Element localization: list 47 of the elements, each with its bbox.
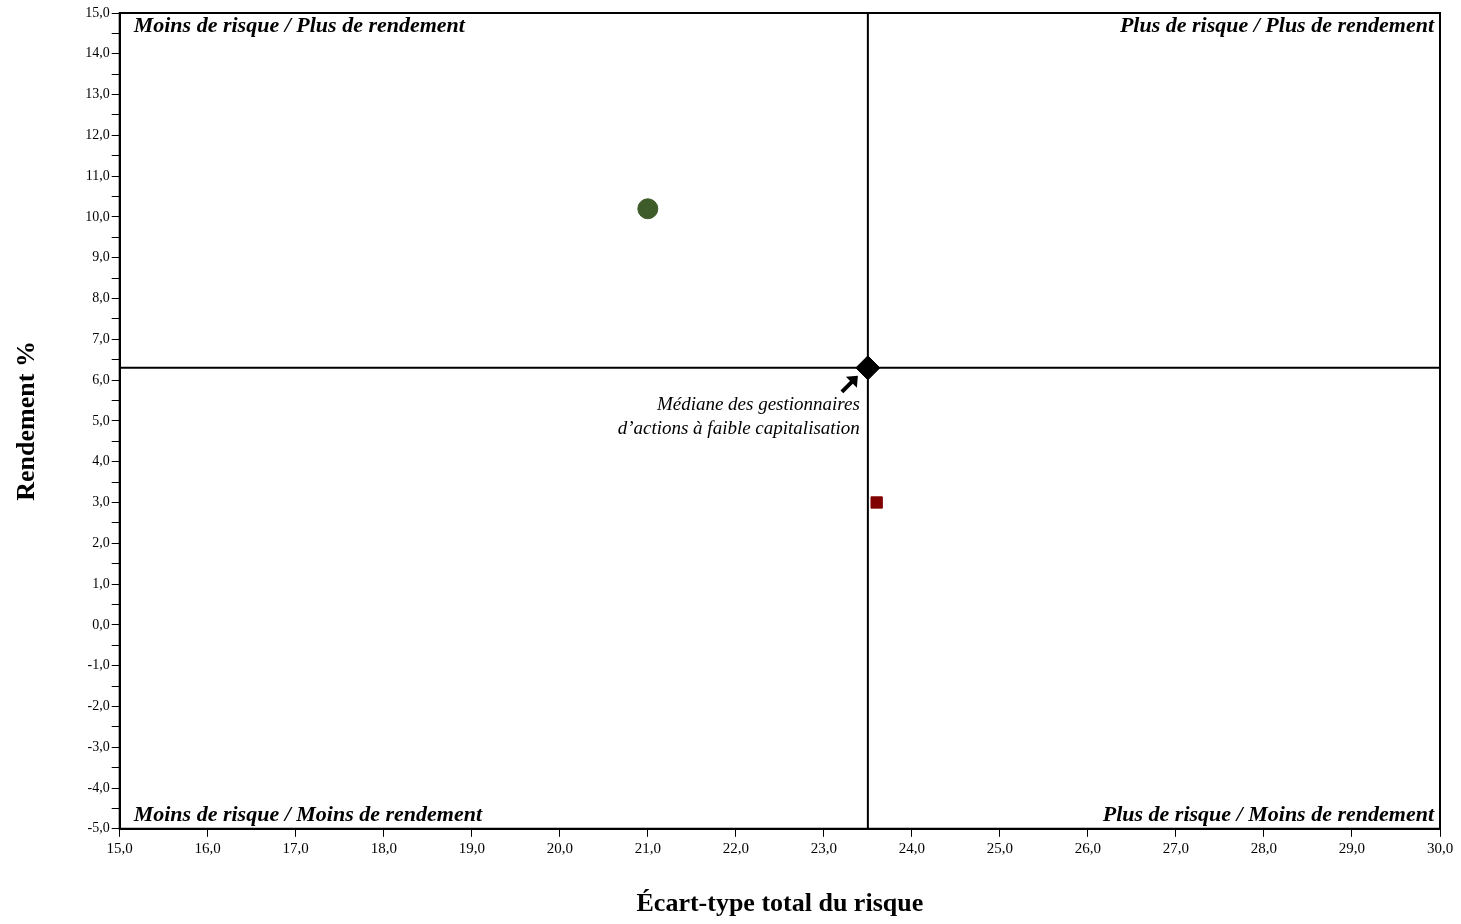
x-axis-title: Écart-type total du risque <box>636 888 924 918</box>
x-tick-label: 30,0 <box>1426 839 1454 856</box>
x-tick-label: 16,0 <box>194 839 221 856</box>
x-tick-label: 26,0 <box>1074 839 1102 856</box>
point <box>855 355 881 381</box>
y-tick-label: 8,0 <box>92 290 110 306</box>
x-tick-label: 25,0 <box>986 839 1014 856</box>
annotation: Moins de risque / Plus de rendement <box>132 11 466 37</box>
x-tick-label: 24,0 <box>898 839 926 856</box>
point <box>870 496 883 509</box>
y-tick-label: 12,0 <box>85 127 110 143</box>
y-tick-label: 6,0 <box>92 371 110 387</box>
y-tick-label: 15,0 <box>85 4 110 20</box>
y-tick-label: 14,0 <box>85 45 110 61</box>
annotation: Plus de risque / Moins de rendement <box>1101 801 1435 827</box>
point <box>637 198 659 220</box>
x-tick-label: 19,0 <box>458 839 485 856</box>
y-tick-label: 4,0 <box>92 453 110 469</box>
annotation: Médiane des gestionnaires d’actions à faible capitalisation <box>617 393 860 439</box>
x-tick-label: 17,0 <box>282 839 309 856</box>
x-tick-label: 23,0 <box>810 839 837 856</box>
y-tick-label: -1,0 <box>87 657 110 673</box>
x-tick-label: 21,0 <box>634 839 661 856</box>
y-tick-label: 0,0 <box>92 616 110 632</box>
y-tick-label: 5,0 <box>92 412 110 428</box>
y-tick-label: 9,0 <box>92 249 110 265</box>
y-tick-label: -2,0 <box>87 698 110 714</box>
y-tick-label: 1,0 <box>92 575 110 591</box>
x-tick-label: 29,0 <box>1338 839 1366 856</box>
y-tick-label: 3,0 <box>92 494 110 510</box>
annotation: Plus de risque / Plus de rendement <box>1118 11 1435 37</box>
x-tick-label: 27,0 <box>1162 839 1190 856</box>
y-tick-label: 10,0 <box>85 208 110 224</box>
x-tick-label: 18,0 <box>370 839 397 856</box>
y-tick-label: -5,0 <box>87 820 110 836</box>
y-tick-label: -4,0 <box>87 779 110 795</box>
x-tick-label: 20,0 <box>546 839 573 856</box>
y-axis-title: Rendement % <box>11 341 41 501</box>
x-tick-label: 28,0 <box>1250 839 1278 856</box>
y-tick-label: 13,0 <box>85 86 110 102</box>
x-tick-label: 15,0 <box>106 839 133 856</box>
x-tick-label: 22,0 <box>722 839 749 856</box>
annotation: Moins de risque / Moins de rendement <box>132 801 483 827</box>
y-tick-label: 11,0 <box>85 167 110 183</box>
y-tick-label: 2,0 <box>92 534 110 550</box>
y-tick-label: -3,0 <box>87 738 110 754</box>
y-tick-label: 7,0 <box>92 330 110 346</box>
